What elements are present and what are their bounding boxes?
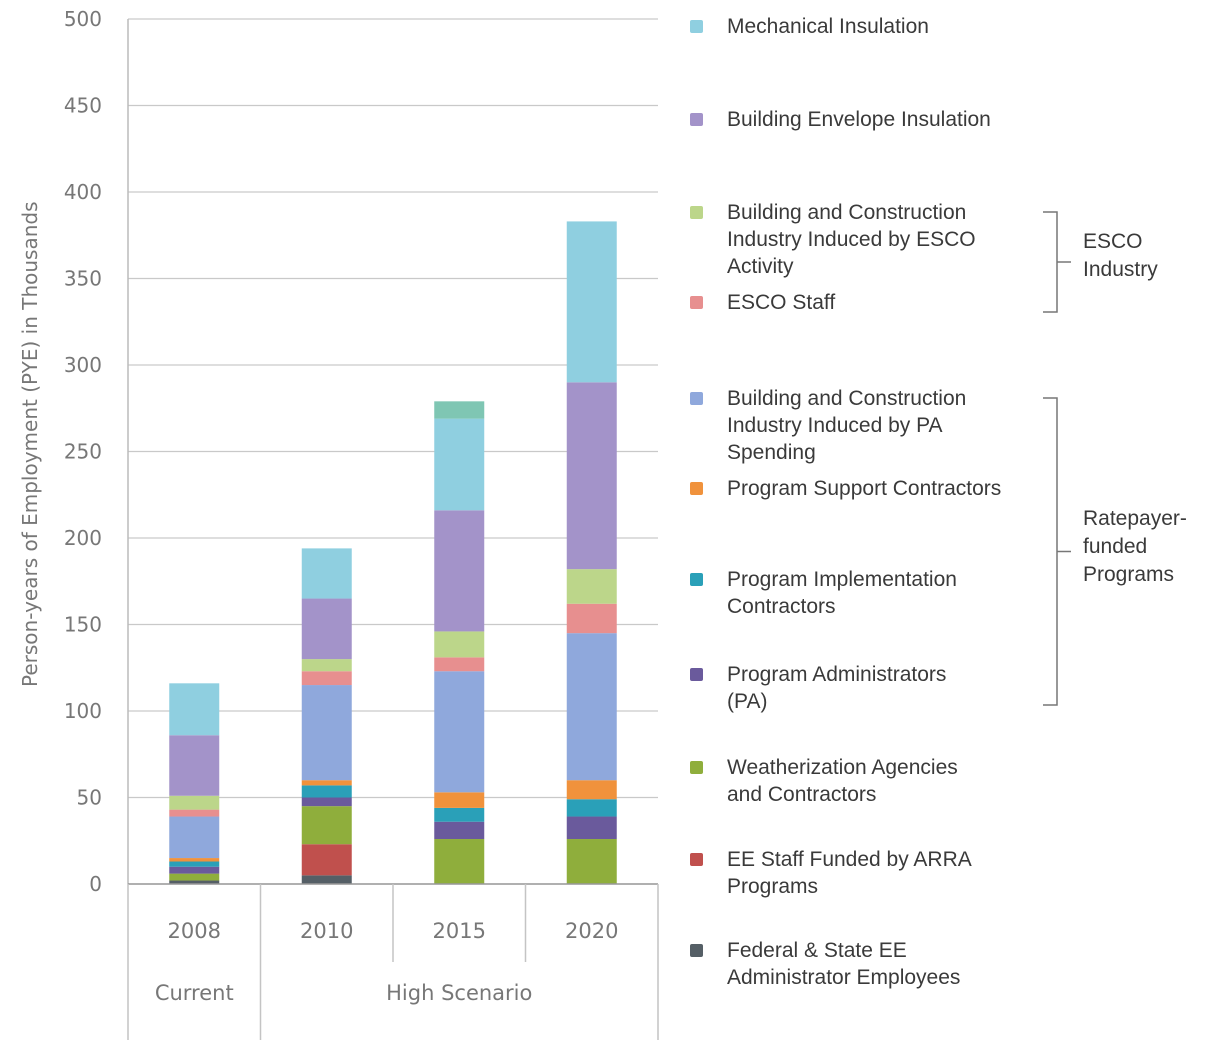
legend-swatch	[690, 206, 703, 219]
bar-segment	[566, 816, 617, 840]
bar-segment	[301, 548, 352, 599]
y-tick-label: 450	[64, 94, 102, 118]
bar-segment	[566, 780, 617, 800]
legend-label: Building and Construction Industry Induc…	[727, 387, 967, 464]
bracket-label-esco-industry: ESCO Industry	[1083, 230, 1158, 281]
bar-segment	[434, 418, 485, 511]
bar-segment	[169, 809, 220, 817]
bar-segment	[566, 839, 617, 884]
y-tick-label: 50	[77, 786, 102, 810]
legend-label: Federal & State EE Administrator Employe…	[727, 939, 961, 989]
bar-segment	[301, 844, 352, 876]
legend-item-mechanical-insulation: Mechanical Insulation	[690, 13, 929, 40]
bar-segment	[434, 792, 485, 808]
legend-item-program-administrators: Program Administrators (PA)	[690, 661, 946, 715]
bar-segment	[301, 797, 352, 807]
legend: Mechanical Insulation Building Envelope …	[690, 0, 1211, 1055]
bar-segment	[169, 683, 220, 736]
legend-label: Weatherization Agencies and Contractors	[727, 756, 958, 806]
y-tick-label: 350	[64, 267, 102, 291]
legend-label: ESCO Staff	[727, 291, 836, 314]
bar-segment	[169, 880, 220, 884]
legend-label: Program Support Contractors	[727, 477, 1002, 500]
legend-item-esco-induced-construction: Building and Construction Industry Induc…	[690, 199, 976, 280]
group-label: Current	[155, 981, 234, 1005]
y-tick-label: 250	[64, 440, 102, 464]
bar-segment	[169, 735, 220, 796]
bar-segment	[434, 821, 485, 840]
bar-segment	[566, 799, 617, 817]
bar-segment	[301, 671, 352, 686]
bar-segment	[169, 795, 220, 810]
y-tick-label: 400	[64, 180, 102, 204]
bar-segment	[169, 873, 220, 881]
bar-segment	[566, 221, 617, 383]
bars	[169, 221, 617, 884]
bar-segment	[301, 598, 352, 660]
bar-segment	[169, 866, 220, 874]
legend-label: Building Envelope Insulation	[727, 108, 991, 131]
legend-item-program-support-contractors: Program Support Contractors	[690, 475, 1001, 502]
bar-segment	[566, 633, 617, 781]
legend-swatch	[690, 761, 703, 774]
x-tick-label: 2010	[300, 919, 353, 943]
bar-segment	[301, 875, 352, 884]
y-tick-label: 100	[64, 699, 102, 723]
bar-segment	[301, 780, 352, 786]
bar-segment	[169, 861, 220, 867]
bracket-label-ratepayer-funded: Ratepayer- funded Programs	[1083, 507, 1187, 586]
legend-swatch	[690, 296, 703, 309]
bar-segment	[169, 858, 220, 862]
bar-segment	[169, 816, 220, 859]
legend-label: Program Administrators (PA)	[727, 663, 947, 713]
legend-swatch	[690, 20, 703, 33]
x-tick-label: 2020	[565, 919, 618, 943]
legend-brackets	[1043, 211, 1071, 706]
bar-segment	[434, 401, 485, 419]
bar-segment	[301, 806, 352, 845]
bar-segment	[566, 382, 617, 570]
y-axis-label: Person-years of Employment (PYE) in Thou…	[18, 201, 42, 687]
legend-item-federal-state-administrators: Federal & State EE Administrator Employe…	[690, 937, 960, 991]
legend-item-weatherization-agencies: Weatherization Agencies and Contractors	[690, 754, 958, 808]
bar-segment	[434, 671, 485, 793]
legend-swatch	[690, 392, 703, 405]
y-tick-label: 150	[64, 613, 102, 637]
legend-label: EE Staff Funded by ARRA Programs	[727, 848, 972, 898]
y-tick-label: 500	[64, 7, 102, 31]
legend-swatch	[690, 668, 703, 681]
group-label: High Scenario	[386, 981, 532, 1005]
bar-segment	[434, 510, 485, 632]
bar-segment	[434, 839, 485, 884]
legend-swatch	[690, 853, 703, 866]
x-tick-label: 2008	[168, 919, 221, 943]
legend-item-building-envelope-insulation: Building Envelope Insulation	[690, 106, 991, 133]
legend-item-program-implementation-contractors: Program Implementation Contractors	[690, 566, 957, 620]
legend-label: Mechanical Insulation	[727, 15, 929, 38]
bar-segment	[301, 685, 352, 781]
bar-segment	[301, 659, 352, 672]
bar-segment	[434, 657, 485, 672]
bar-segment	[566, 603, 617, 634]
x-tick-label: 2015	[433, 919, 486, 943]
legend-swatch	[690, 944, 703, 957]
bar-segment	[301, 785, 352, 798]
legend-label: Building and Construction Industry Induc…	[727, 201, 976, 278]
legend-item-pa-induced-construction: Building and Construction Industry Induc…	[690, 385, 966, 466]
axes: 0 50 100 150 200 250 300 350 400 450 500 2008 2010 20…	[64, 7, 659, 1040]
legend-item-ee-staff-arra: EE Staff Funded by ARRA Programs	[690, 846, 972, 900]
legend-label: Program Implementation Contractors	[727, 568, 957, 618]
legend-swatch	[690, 573, 703, 586]
legend-swatch	[690, 482, 703, 495]
bar-segment	[434, 807, 485, 822]
bar-segment	[434, 631, 485, 658]
bar-segment	[566, 569, 617, 604]
legend-swatch	[690, 113, 703, 126]
y-tick-label: 0	[89, 872, 102, 896]
legend-item-esco-staff: ESCO Staff	[690, 289, 835, 316]
y-tick-label: 200	[64, 526, 102, 550]
y-tick-label: 300	[64, 353, 102, 377]
